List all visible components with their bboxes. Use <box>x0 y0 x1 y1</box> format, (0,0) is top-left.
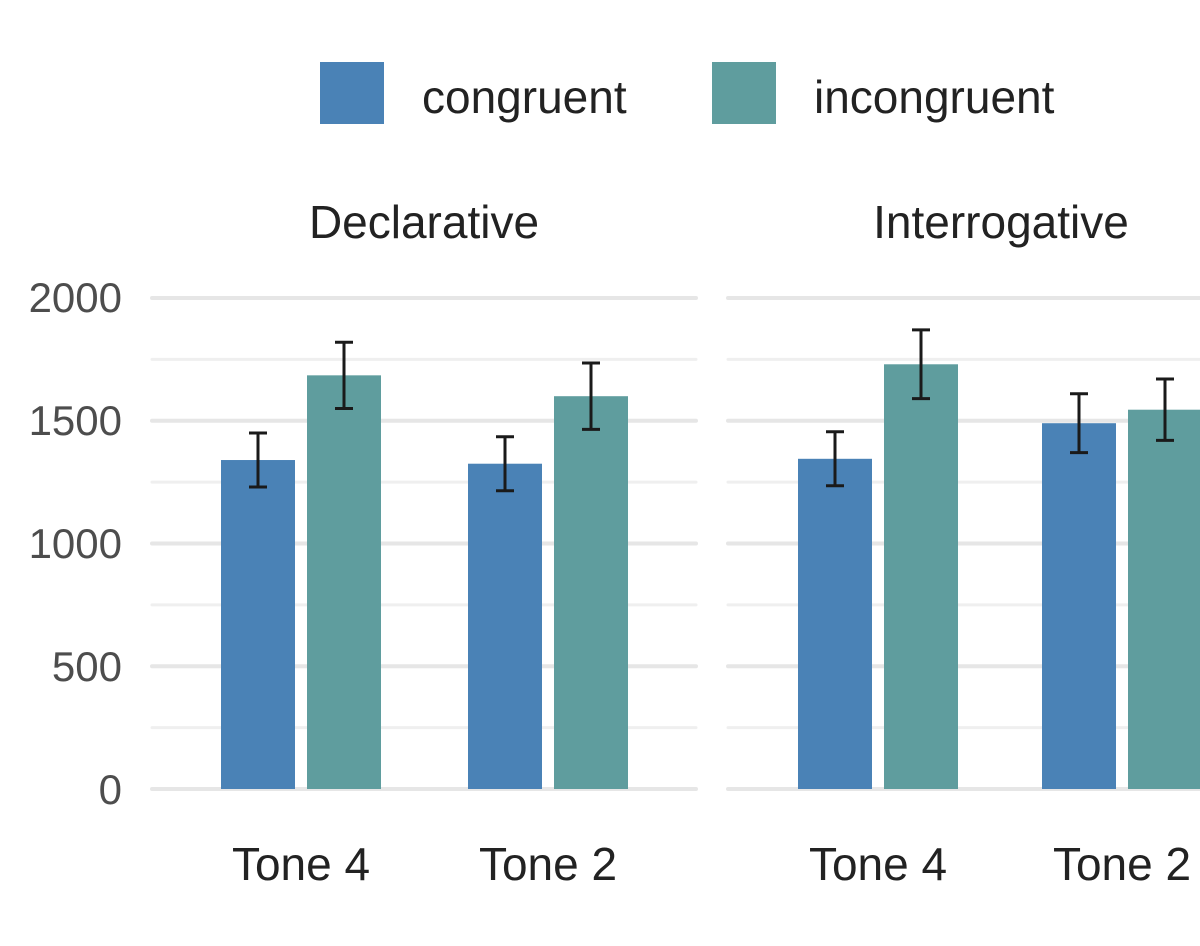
bar-congruent <box>221 460 295 789</box>
legend-swatch-incongruent <box>712 62 776 124</box>
bar-incongruent <box>554 396 628 789</box>
y-tick-label: 1000 <box>29 520 122 567</box>
bar-incongruent <box>1128 409 1200 789</box>
bars <box>798 328 1200 789</box>
bar-incongruent <box>307 375 381 789</box>
panel-title: Interrogative <box>873 196 1129 248</box>
panel-interrogative: Interrogative Tone 4 Tone 2 <box>726 196 1200 890</box>
bars <box>221 340 628 789</box>
legend: congruent incongruent <box>320 62 1055 124</box>
panel-declarative: Declarative Tone 4 Tone 2 <box>150 196 698 890</box>
x-tick-label: Tone 4 <box>232 838 370 890</box>
y-tick-label: 2000 <box>29 274 122 321</box>
x-tick-label: Tone 2 <box>479 838 617 890</box>
legend-label-congruent: congruent <box>422 71 627 123</box>
x-tick-label: Tone 4 <box>809 838 947 890</box>
bar-congruent <box>468 463 542 789</box>
legend-label-incongruent: incongruent <box>814 71 1055 123</box>
y-tick-label: 0 <box>99 766 122 813</box>
y-axis: 2000 1500 1000 500 0 <box>29 274 122 813</box>
bar-congruent <box>798 458 872 789</box>
panel-title: Declarative <box>309 196 539 248</box>
bar-congruent <box>1042 423 1116 789</box>
y-tick-label: 1500 <box>29 397 122 444</box>
x-tick-label: Tone 2 <box>1053 838 1191 890</box>
bar-incongruent <box>884 364 958 789</box>
y-tick-label: 500 <box>52 643 122 690</box>
legend-swatch-congruent <box>320 62 384 124</box>
